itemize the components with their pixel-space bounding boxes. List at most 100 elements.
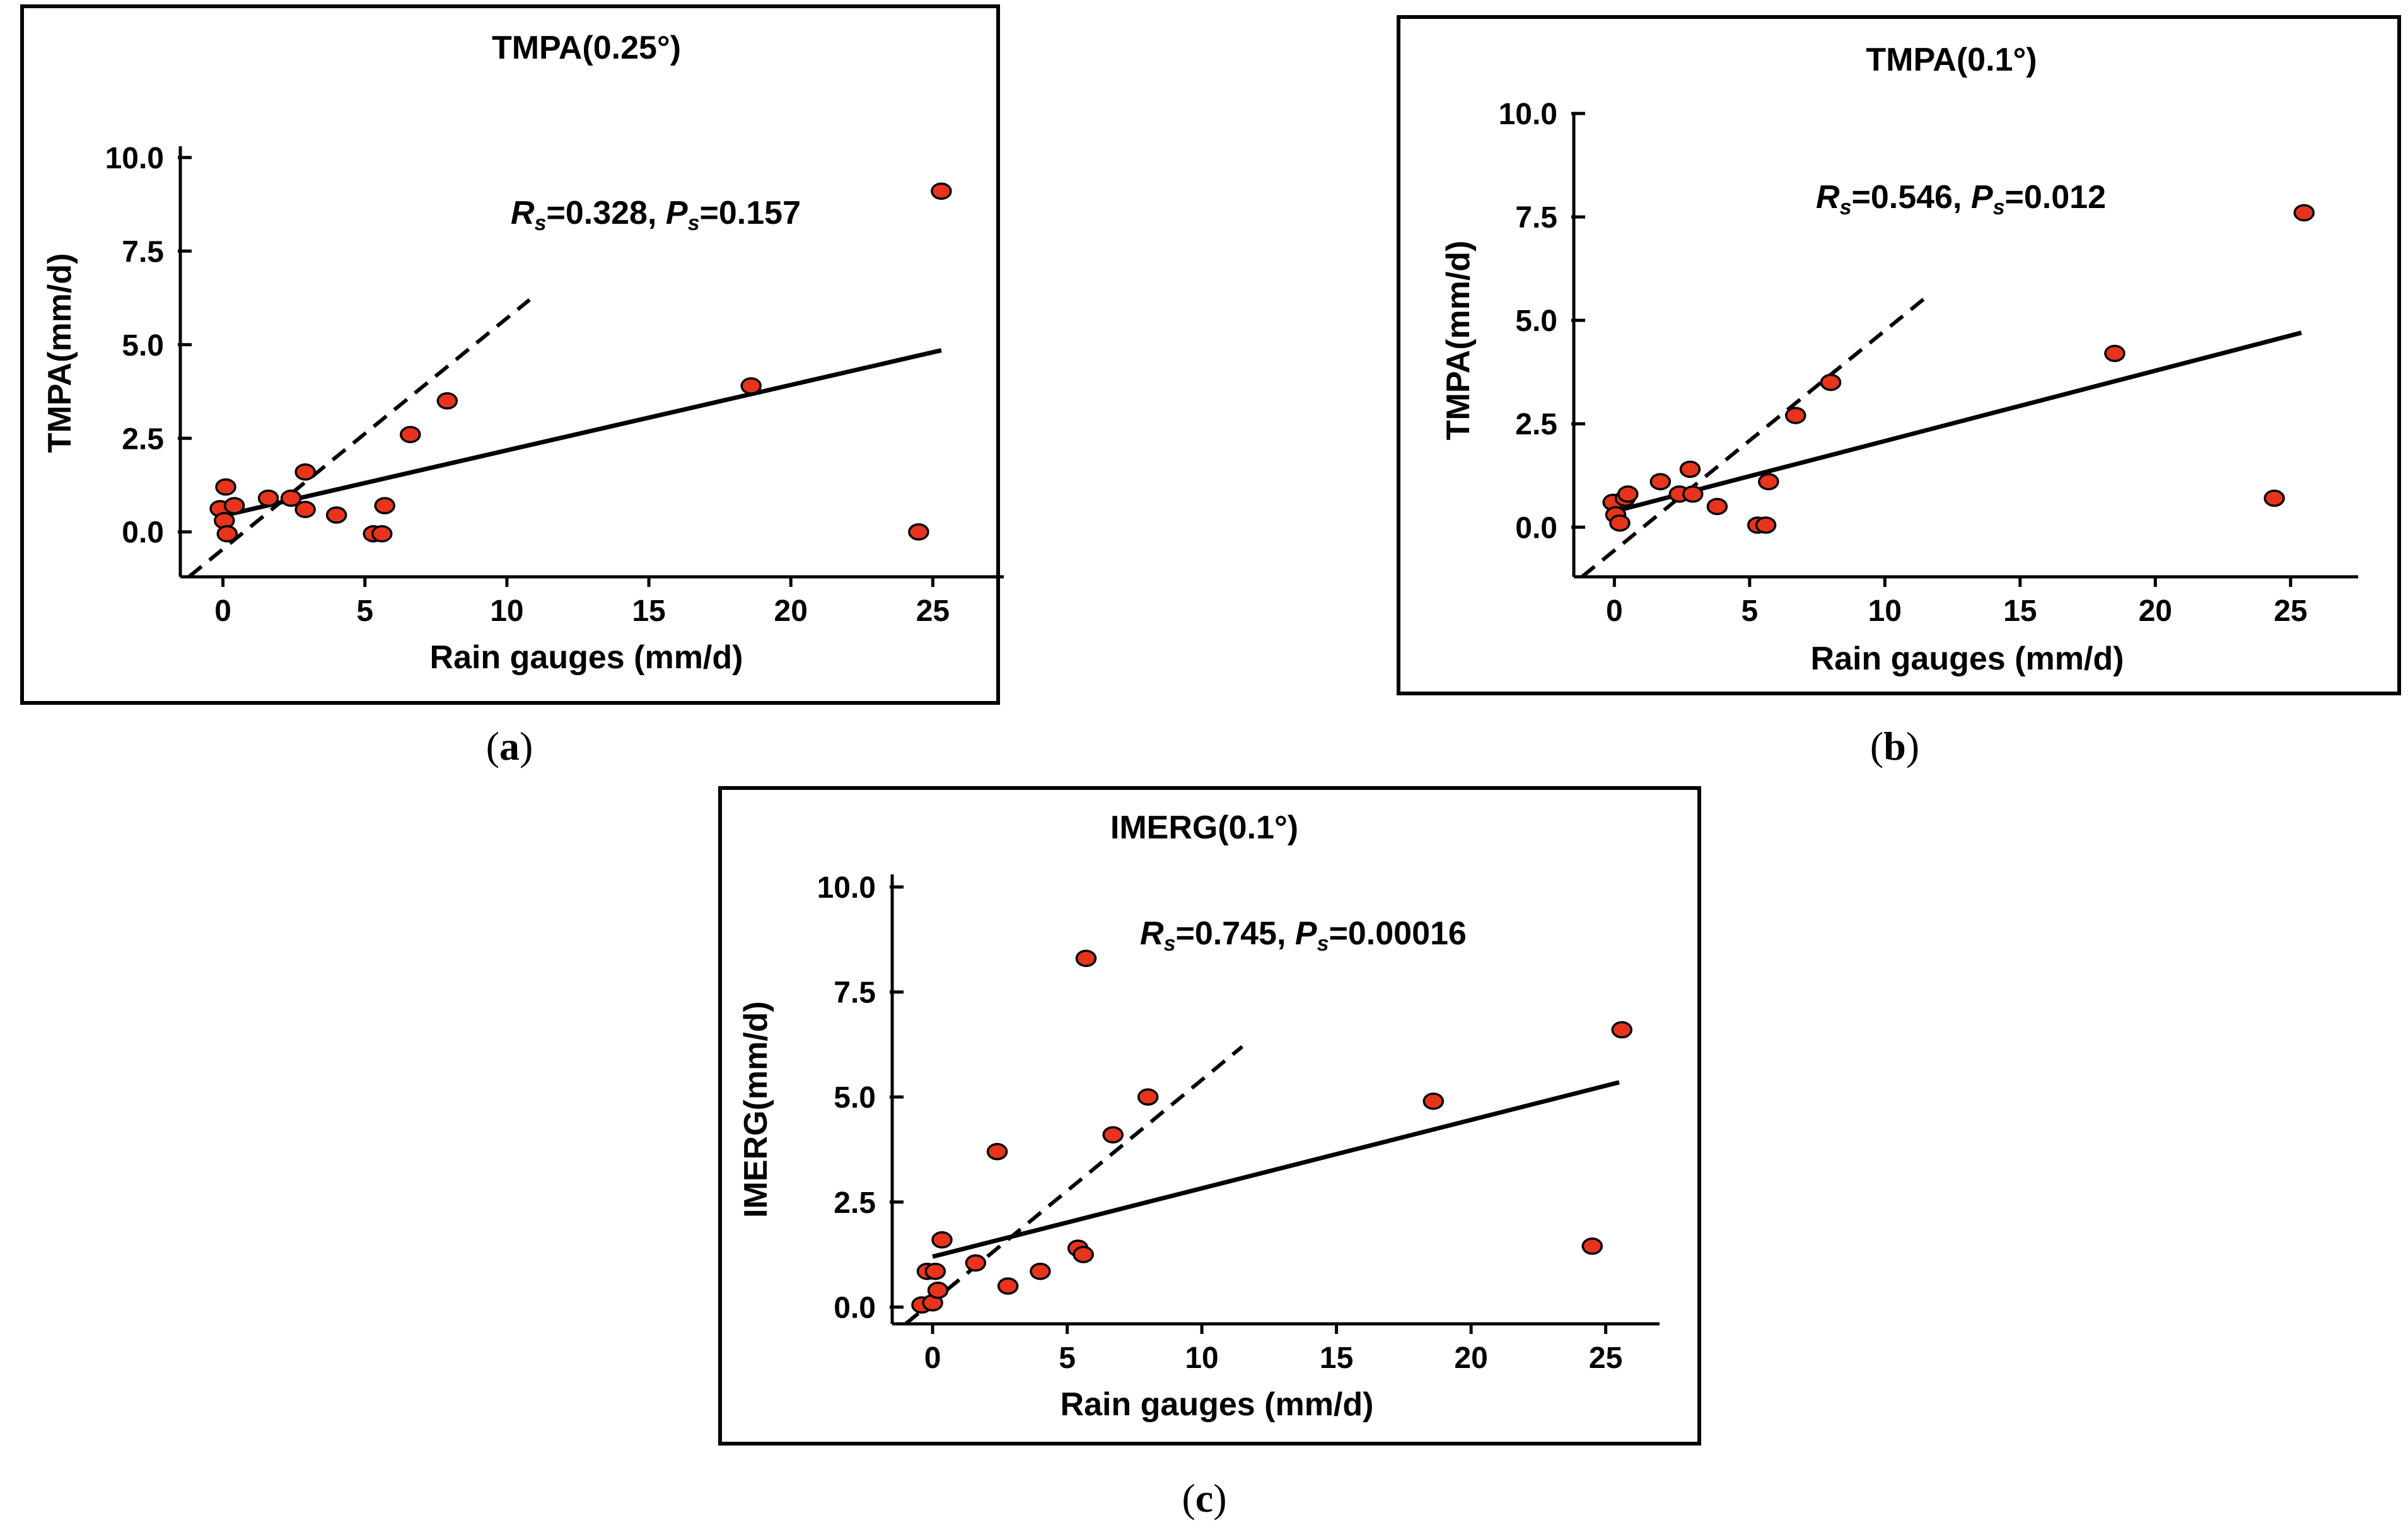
stat-annotation: Rs=0.328, Ps=0.157 xyxy=(511,195,801,235)
data-point xyxy=(436,392,458,410)
data-point xyxy=(1649,473,1672,490)
fit-line xyxy=(225,348,942,518)
data-point xyxy=(223,497,245,514)
chart-title: TMPA(0.25°) xyxy=(492,30,681,66)
x-tick-label: 10 xyxy=(1868,594,1902,628)
data-point xyxy=(2264,489,2285,507)
y-axis-label: TMPA(mm/d) xyxy=(1440,241,1477,441)
stat-annotation: Rs=0.745, Ps=0.00016 xyxy=(1140,915,1467,956)
y-tick-label: 0.0 xyxy=(1515,511,1557,545)
data-point xyxy=(215,478,236,496)
stat-annotation: Rs=0.546, Ps=0.012 xyxy=(1816,179,2106,219)
x-tick-label: 25 xyxy=(916,594,950,628)
data-point xyxy=(280,489,302,507)
panel-frame xyxy=(1397,15,2401,695)
data-point xyxy=(1102,1126,1124,1144)
data-point xyxy=(1682,485,1704,503)
data-point xyxy=(216,524,238,543)
data-point xyxy=(294,501,316,518)
x-tick-label: 20 xyxy=(774,594,808,628)
data-point xyxy=(924,1262,946,1280)
data-point xyxy=(1706,497,1728,516)
data-point xyxy=(1581,1237,1603,1255)
y-tick-label: 5.0 xyxy=(122,329,164,362)
fit-line xyxy=(932,1080,1620,1259)
x-tick-label: 15 xyxy=(2003,594,2037,628)
data-point xyxy=(1073,1246,1094,1263)
x-axis-label: Rain gauges (mm/d) xyxy=(430,639,743,676)
data-point xyxy=(371,524,393,543)
x-tick-label: 25 xyxy=(1589,1342,1622,1375)
data-point xyxy=(257,489,279,507)
panel-a: TMPA(0.25°) 0 5 10 15 20 25 0.0 2.5 5.0 7.5 10.0 Rai… xyxy=(20,4,1004,705)
panel-b: TMPA(0.1°) 0 5 10 15 20 25 0.0 2.5 5.0 7.5 10.0 Rain… xyxy=(1397,15,2401,695)
x-axis-label: Rain gauges (mm/d) xyxy=(1061,1386,1374,1423)
panel-frame xyxy=(718,786,1701,1446)
y-tick-label: 2.5 xyxy=(834,1186,876,1220)
data-point xyxy=(997,1277,1019,1295)
x-tick-label: 0 xyxy=(214,594,231,628)
data-point xyxy=(1075,949,1097,968)
x-tick-label: 15 xyxy=(632,594,665,628)
y-tick-label: 7.5 xyxy=(834,977,876,1010)
data-point xyxy=(1820,373,1842,391)
x-tick-label: 5 xyxy=(1059,1342,1076,1375)
data-point xyxy=(325,506,347,524)
panel-frame xyxy=(20,4,1000,705)
data-point xyxy=(1617,485,1639,503)
y-tick-label: 10.0 xyxy=(817,871,876,905)
panel-c: IMERG(0.1°) 0 5 10 15 20 25 0.0 2.5 5.0 7.5 10.0 Rai… xyxy=(718,786,1701,1446)
data-point xyxy=(927,1281,949,1299)
x-tick-label: 5 xyxy=(1741,594,1758,628)
y-tick-label: 0.0 xyxy=(834,1291,876,1324)
data-point xyxy=(986,1143,1008,1161)
identity-line xyxy=(904,1045,1244,1326)
data-point xyxy=(1758,473,1779,490)
data-point xyxy=(740,377,762,395)
chart-title: IMERG(0.1°) xyxy=(1110,809,1298,846)
x-tick-label: 5 xyxy=(356,594,373,628)
data-point xyxy=(931,182,952,200)
chart-title: TMPA(0.1°) xyxy=(1866,42,2037,78)
data-point xyxy=(1755,516,1777,534)
data-point xyxy=(374,497,395,514)
x-tick-label: 0 xyxy=(1606,594,1623,628)
y-axis-label: TMPA(mm/d) xyxy=(42,253,78,453)
data-point xyxy=(1609,514,1631,532)
data-point xyxy=(1611,1021,1632,1039)
x-tick-label: 0 xyxy=(924,1342,941,1375)
panel-label: (b) xyxy=(1870,724,1919,768)
y-tick-label: 7.5 xyxy=(1515,201,1557,235)
data-point xyxy=(1137,1088,1159,1106)
y-tick-label: 5.0 xyxy=(834,1081,876,1115)
x-tick-label: 25 xyxy=(2274,594,2307,628)
y-axis-label: IMERG(mm/d) xyxy=(738,1001,774,1218)
y-tick-label: 10.0 xyxy=(1499,98,1557,131)
data-point xyxy=(294,463,316,481)
data-point xyxy=(1030,1262,1051,1280)
y-tick-label: 10.0 xyxy=(105,142,164,175)
x-tick-label: 10 xyxy=(1185,1342,1218,1375)
panel-label: (a) xyxy=(486,724,533,768)
data-point xyxy=(2104,344,2126,362)
identity-line xyxy=(187,298,531,579)
y-tick-label: 5.0 xyxy=(1515,304,1557,338)
data-point xyxy=(908,523,929,541)
x-tick-label: 10 xyxy=(490,594,523,628)
data-point xyxy=(1785,407,1806,424)
data-point xyxy=(2293,204,2315,222)
data-point xyxy=(931,1231,953,1249)
x-tick-label: 20 xyxy=(2139,594,2172,628)
y-tick-label: 0.0 xyxy=(122,516,164,550)
data-point xyxy=(400,426,421,444)
y-tick-label: 2.5 xyxy=(122,422,164,456)
data-point xyxy=(1679,460,1701,478)
y-tick-label: 7.5 xyxy=(122,235,164,269)
x-tick-label: 15 xyxy=(1320,1342,1353,1375)
x-axis-label: Rain gauges (mm/d) xyxy=(1811,640,2124,677)
identity-line xyxy=(1580,294,1929,579)
panel-label: (c) xyxy=(1182,1476,1226,1521)
data-point xyxy=(1422,1092,1445,1110)
x-tick-label: 20 xyxy=(1454,1342,1487,1375)
